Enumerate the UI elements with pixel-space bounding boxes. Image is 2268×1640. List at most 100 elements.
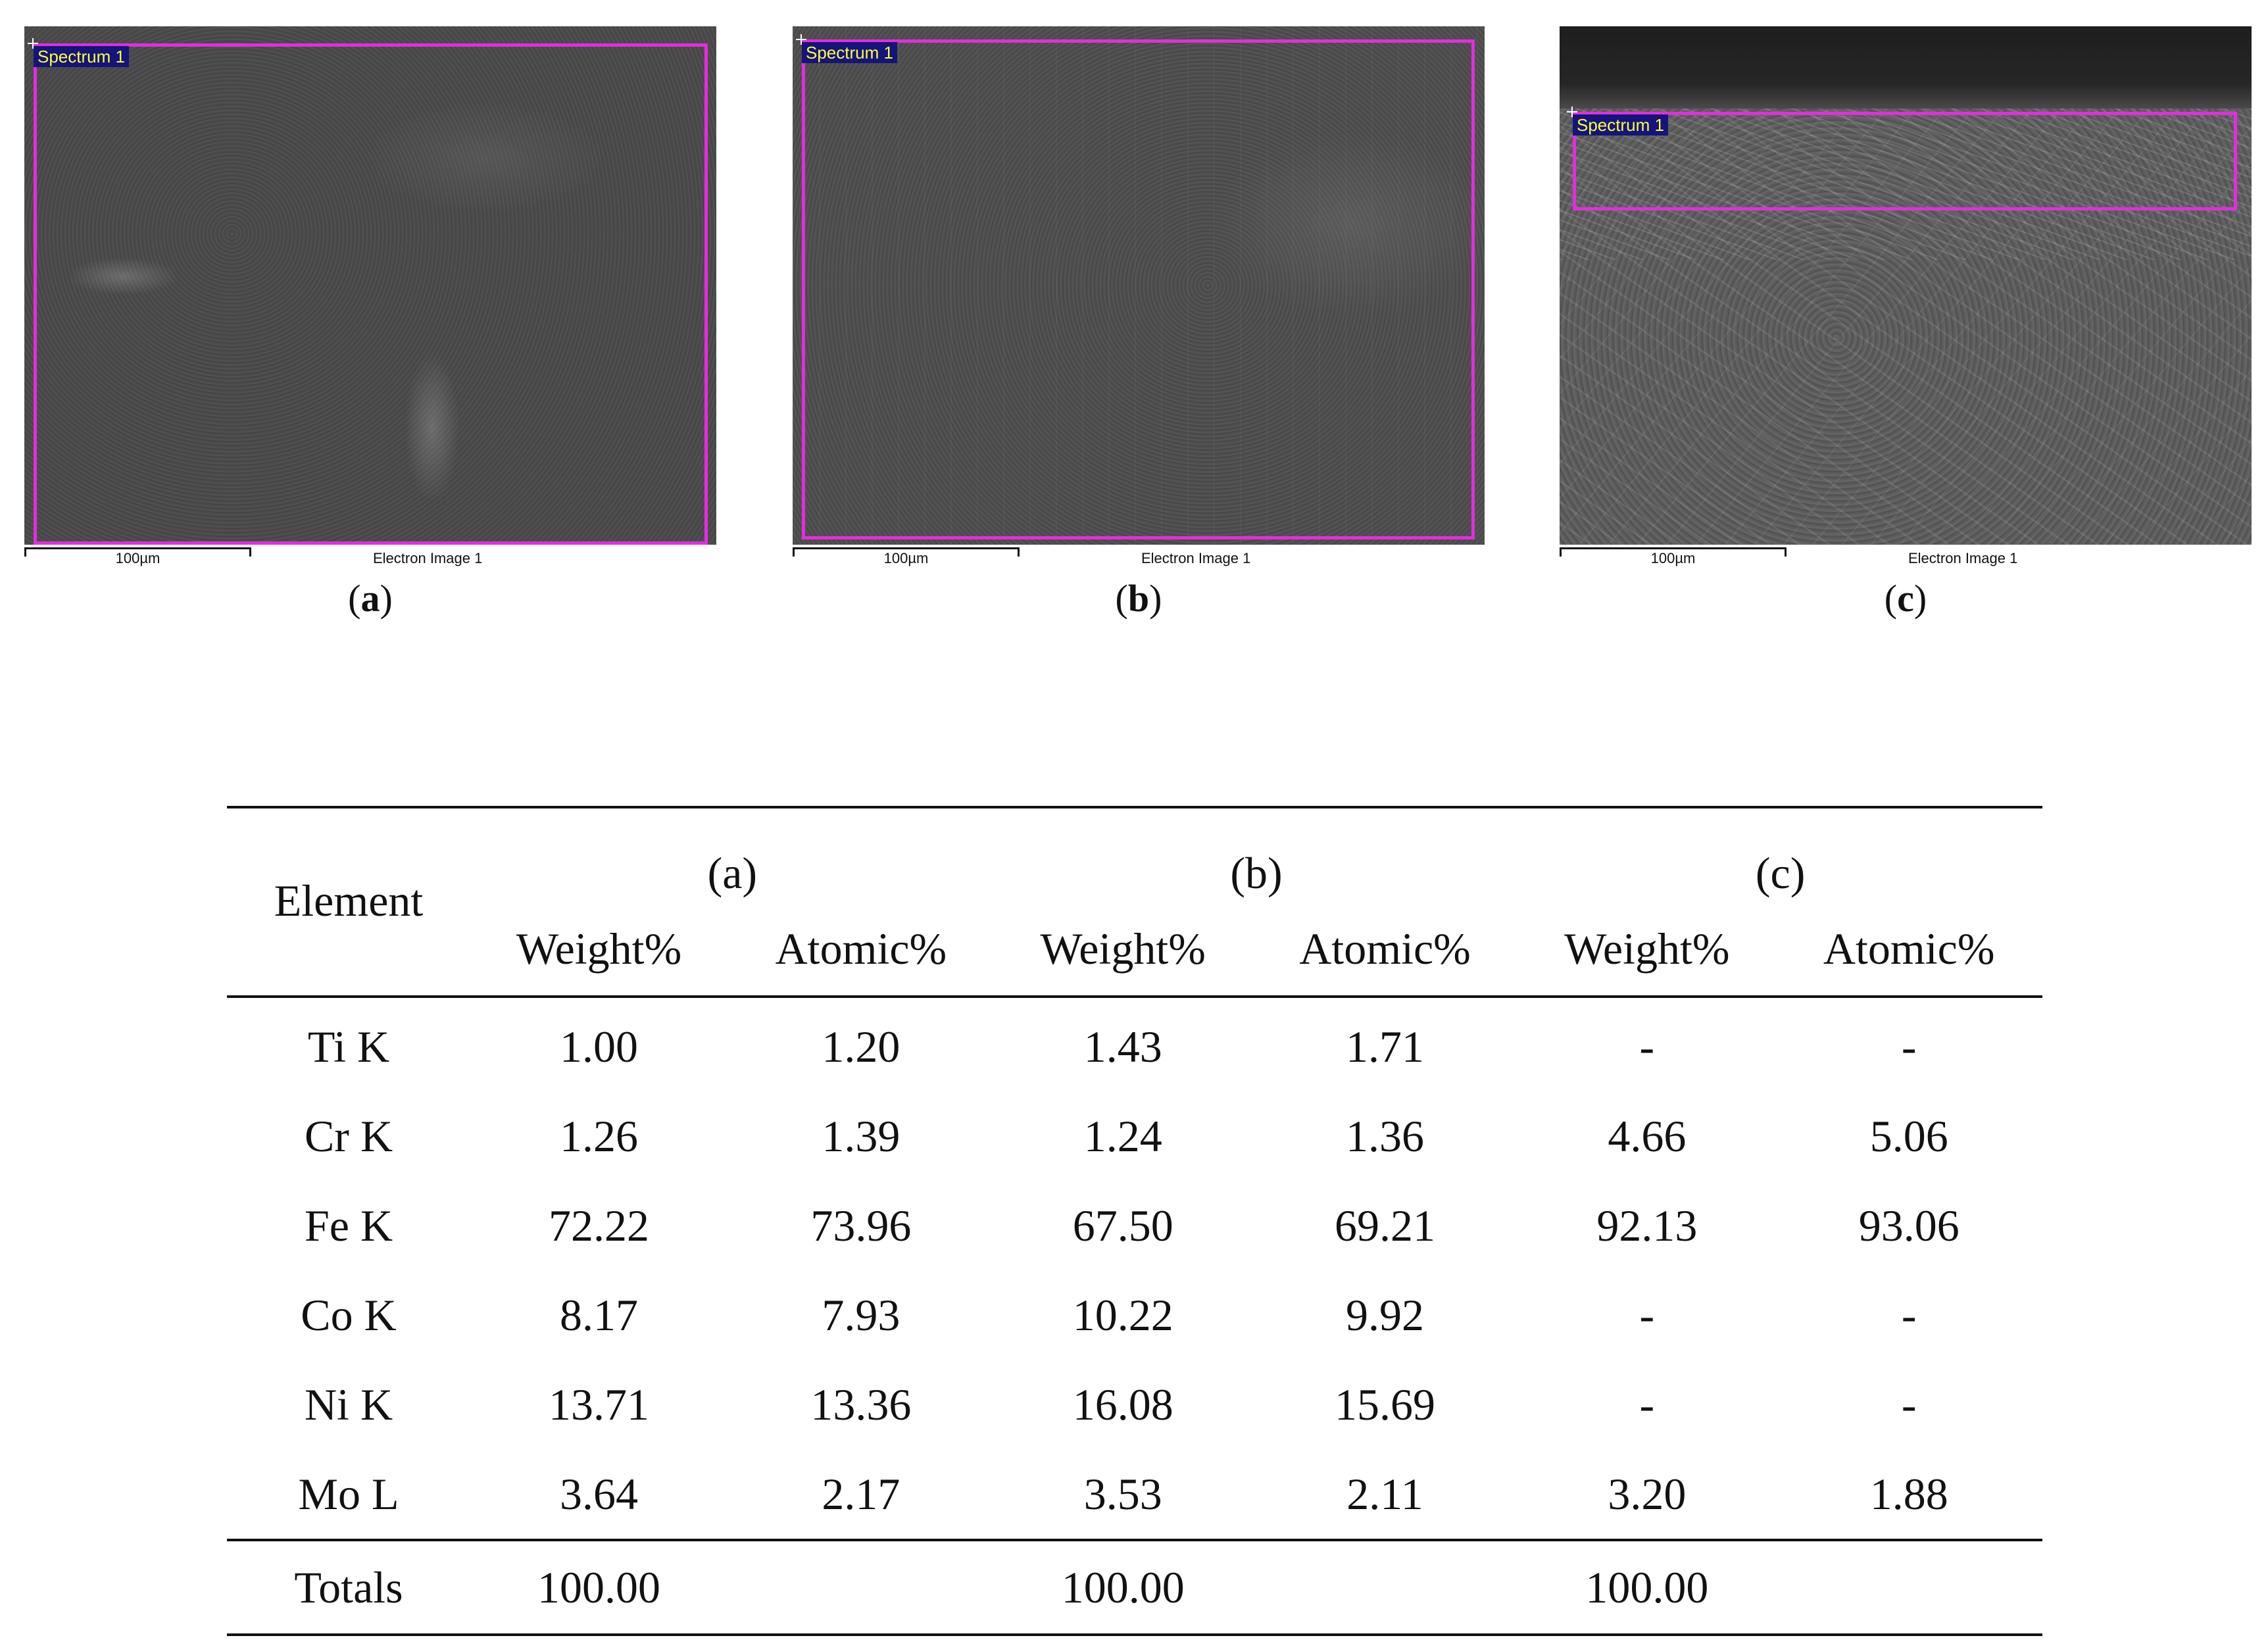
- value-cell: 15.69: [1335, 1379, 1436, 1429]
- crosshair-icon: [28, 38, 38, 49]
- spectrum-label: Spectrum 1: [1573, 114, 1668, 136]
- totals-cell: [1252, 1540, 1519, 1635]
- value-cell: 1.24: [1083, 1110, 1162, 1161]
- electron-image-label: Electron Image 1: [1141, 550, 1251, 566]
- scale-bar-line: [24, 547, 251, 557]
- spectrum-region-box: [1573, 112, 2237, 211]
- value-cell: -: [1901, 1379, 1917, 1429]
- panel-caption: (b): [1115, 577, 1162, 620]
- panel-caption-letter: c: [1897, 577, 1914, 620]
- totals-cell: [727, 1540, 995, 1635]
- spectrum-label: Spectrum 1: [34, 46, 129, 67]
- electron-image-label: Electron Image 1: [373, 550, 483, 566]
- group-header-b: (b): [1230, 848, 1283, 898]
- crosshair-icon: [1567, 107, 1577, 117]
- scale-bar-line: [1560, 547, 1787, 557]
- table-row: Cr K 1.26 1.39 1.24 1.36 4.66 5.06: [227, 1091, 2042, 1181]
- panel-caption: (c): [1884, 577, 1927, 620]
- table-row: Fe K 72.22 73.96 67.50 69.21 92.13 93.06: [227, 1181, 2042, 1270]
- value-cell: 1.39: [822, 1110, 900, 1161]
- group-header-c: (c): [1755, 848, 1806, 898]
- column-header: Atomic%: [775, 923, 947, 974]
- value-cell: -: [1639, 1289, 1655, 1340]
- totals-row: Totals 100.00 100.00 100.00: [227, 1540, 2042, 1635]
- scale-bar-label: 100µm: [883, 550, 929, 566]
- totals-cell: 100.00: [1061, 1562, 1185, 1612]
- totals-cell: 100.00: [1585, 1562, 1709, 1612]
- totals-label: Totals: [294, 1562, 403, 1612]
- column-header: Weight%: [1040, 923, 1206, 974]
- table-row: Mo L 3.64 2.17 3.53 2.11 3.20 1.88: [227, 1449, 2042, 1540]
- figure-panel-b: Spectrum 1 100µm Electron Image 1 (b): [793, 26, 1485, 620]
- value-cell: 3.64: [560, 1468, 639, 1519]
- scale-bar-label: 100µm: [1650, 550, 1696, 566]
- coating-layer-region: [1560, 109, 2252, 260]
- column-header: Atomic%: [1299, 923, 1471, 974]
- value-cell: 1.88: [1869, 1468, 1948, 1519]
- scale-bar: 100µm Electron Image 1: [1560, 545, 2252, 572]
- value-cell: 73.96: [810, 1200, 912, 1251]
- value-cell: 13.36: [810, 1379, 912, 1429]
- value-cell: 10.22: [1072, 1289, 1173, 1340]
- spectrum-region-box: [34, 43, 708, 545]
- value-cell: -: [1901, 1289, 1917, 1340]
- surface-dark-region: [1560, 26, 2252, 109]
- totals-cell: [1775, 1540, 2042, 1635]
- value-cell: -: [1639, 1021, 1655, 1072]
- sem-image-b: Spectrum 1: [793, 26, 1485, 545]
- scale-bar: 100µm Electron Image 1: [24, 545, 716, 572]
- element-cell: Ni K: [304, 1379, 393, 1429]
- column-header: Atomic%: [1823, 923, 1995, 974]
- spectrum-region-box: [802, 39, 1475, 539]
- table-header-row-groups: Element (a) (b) (c): [227, 807, 2042, 998]
- element-cell: Mo L: [298, 1468, 399, 1519]
- value-cell: 69.21: [1335, 1200, 1436, 1251]
- value-cell: 1.00: [560, 1021, 639, 1072]
- crosshair-icon: [796, 34, 806, 45]
- electron-image-label: Electron Image 1: [1908, 550, 2018, 566]
- sem-image-c: Spectrum 1: [1560, 26, 2252, 545]
- value-cell: 4.66: [1608, 1110, 1687, 1161]
- figure-panel-a: Spectrum 1 100µm Electron Image 1 (a): [24, 26, 716, 620]
- table-row: Ni K 13.71 13.36 16.08 15.69 - -: [227, 1360, 2042, 1449]
- value-cell: 93.06: [1858, 1200, 1960, 1251]
- table-header-row-units: Weight% Atomic% Weight% Atomic% Weight% …: [227, 902, 2042, 997]
- value-cell: 5.06: [1869, 1110, 1948, 1161]
- value-cell: -: [1901, 1021, 1917, 1072]
- element-cell: Ti K: [307, 1021, 390, 1072]
- element-cell: Cr K: [304, 1110, 393, 1161]
- value-cell: 1.71: [1346, 1021, 1425, 1072]
- totals-cell: 100.00: [537, 1562, 661, 1612]
- value-cell: -: [1639, 1379, 1655, 1429]
- value-cell: 16.08: [1072, 1379, 1173, 1429]
- value-cell: 1.26: [560, 1110, 639, 1161]
- value-cell: 8.17: [560, 1289, 639, 1340]
- table-row: Ti K 1.00 1.20 1.43 1.71 - -: [227, 997, 2042, 1091]
- element-cell: Co K: [301, 1289, 397, 1340]
- value-cell: 3.20: [1608, 1468, 1687, 1519]
- column-header: Weight%: [516, 923, 682, 974]
- value-cell: 7.93: [822, 1289, 900, 1340]
- element-header: Element: [227, 807, 470, 998]
- value-cell: 92.13: [1596, 1200, 1698, 1251]
- panel-caption-letter: b: [1127, 577, 1150, 620]
- value-cell: 2.17: [822, 1468, 900, 1519]
- element-cell: Fe K: [304, 1200, 393, 1251]
- composition-table: Element (a) (b) (c) Weight% Atomic% Weig…: [227, 806, 2042, 1636]
- spectrum-label: Spectrum 1: [802, 42, 897, 63]
- value-cell: 2.11: [1346, 1468, 1423, 1519]
- panel-caption-letter: a: [360, 577, 380, 620]
- value-cell: 9.92: [1346, 1289, 1425, 1340]
- value-cell: 13.71: [549, 1379, 650, 1429]
- figure-panel-c: Spectrum 1 100µm Electron Image 1 (c): [1560, 26, 2252, 620]
- table-row: Co K 8.17 7.93 10.22 9.92 - -: [227, 1270, 2042, 1360]
- value-cell: 1.36: [1346, 1110, 1425, 1161]
- panel-caption: (a): [348, 577, 393, 620]
- value-cell: 67.50: [1072, 1200, 1173, 1251]
- eds-table: Element (a) (b) (c) Weight% Atomic% Weig…: [227, 806, 2042, 1636]
- value-cell: 1.20: [822, 1021, 900, 1072]
- value-cell: 1.43: [1083, 1021, 1162, 1072]
- sem-image-a: Spectrum 1: [24, 26, 716, 545]
- group-header-a: (a): [707, 848, 758, 898]
- value-cell: 72.22: [549, 1200, 650, 1251]
